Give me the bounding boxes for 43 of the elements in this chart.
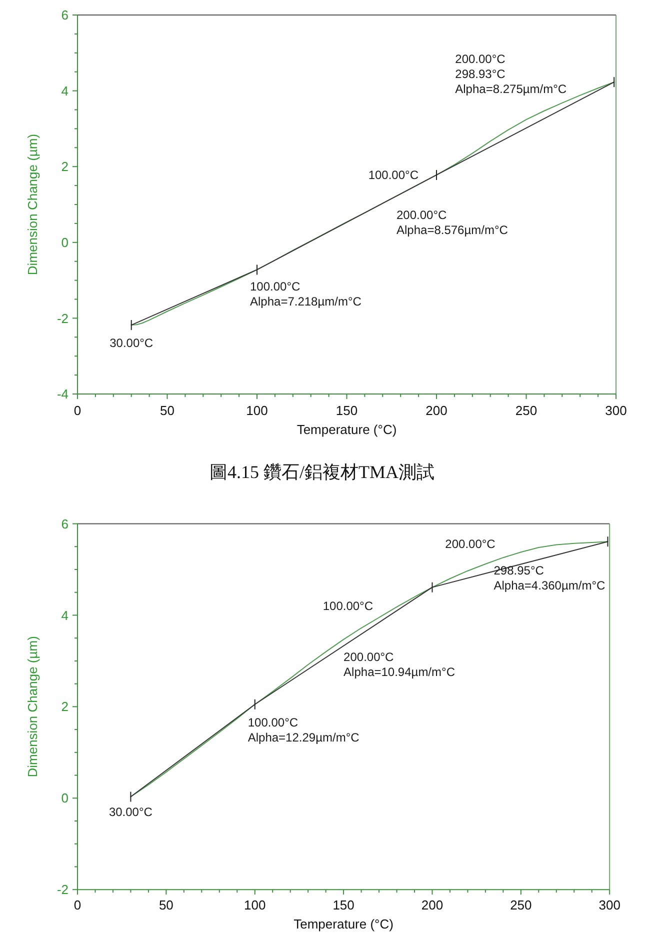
annotation: 100.00°C Alpha=12.29µm/m°C bbox=[248, 715, 360, 744]
annotation: 200.00°C Alpha=10.94µm/m°C bbox=[344, 650, 456, 679]
x-tick-label: 300 bbox=[598, 898, 620, 913]
line-series bbox=[130, 82, 615, 326]
y-tick-label: 4 bbox=[61, 608, 68, 623]
annotation: 298.95°C Alpha=4.360µm/m°C bbox=[494, 564, 606, 593]
x-tick-label: 300 bbox=[605, 403, 627, 418]
x-tick-label: 150 bbox=[336, 403, 358, 418]
y-tick-label: -4 bbox=[56, 386, 68, 402]
annotation: 100.00°C bbox=[368, 168, 419, 182]
y-tick-label: 6 bbox=[61, 516, 68, 532]
annotation: 30.00°C bbox=[110, 336, 154, 350]
x-tick-label: 150 bbox=[332, 898, 354, 913]
annotation: 100.00°C Alpha=7.218µm/m°C bbox=[250, 280, 362, 309]
annotation: 30.00°C bbox=[108, 804, 153, 819]
annotation: 200.00°C 298.93°C Alpha=8.275µm/m°C bbox=[455, 52, 567, 96]
x-tick-label: 100 bbox=[244, 898, 266, 913]
y-axis-title: Dimension Change (µm) bbox=[25, 636, 40, 778]
y-tick-label: 2 bbox=[61, 159, 68, 174]
y-tick-label: 0 bbox=[61, 234, 68, 250]
annotation: 200.00°C Alpha=8.576µm/m°C bbox=[396, 208, 508, 237]
x-axis-title: Temperature (°C) bbox=[294, 916, 394, 932]
y-tick-label: 4 bbox=[61, 83, 68, 98]
y-tick-label: 0 bbox=[61, 790, 68, 806]
y-axis-title: Dimension Change (µm) bbox=[25, 134, 40, 276]
x-tick-label: 250 bbox=[510, 898, 532, 913]
x-axis-title: Temperature (°C) bbox=[296, 422, 397, 437]
y-tick-label: -2 bbox=[56, 882, 68, 898]
y-tick-label: -2 bbox=[56, 310, 68, 326]
x-tick-label: 50 bbox=[158, 898, 174, 913]
line-series bbox=[130, 541, 608, 798]
caption: 圖4.15 鑽石/鋁複材TMA測試 bbox=[210, 462, 434, 482]
x-tick-label: 0 bbox=[74, 403, 82, 418]
x-tick-label: 100 bbox=[246, 403, 268, 418]
annotation: 100.00°C bbox=[322, 599, 374, 613]
y-tick-label: 2 bbox=[61, 699, 68, 714]
annotation: 200.00°C bbox=[445, 536, 496, 551]
x-tick-label: 0 bbox=[74, 898, 82, 913]
x-tick-label: 250 bbox=[515, 403, 538, 418]
x-tick-label: 50 bbox=[160, 403, 174, 418]
x-tick-label: 200 bbox=[421, 898, 444, 913]
x-tick-label: 200 bbox=[426, 403, 448, 418]
y-tick-label: 6 bbox=[61, 8, 68, 23]
